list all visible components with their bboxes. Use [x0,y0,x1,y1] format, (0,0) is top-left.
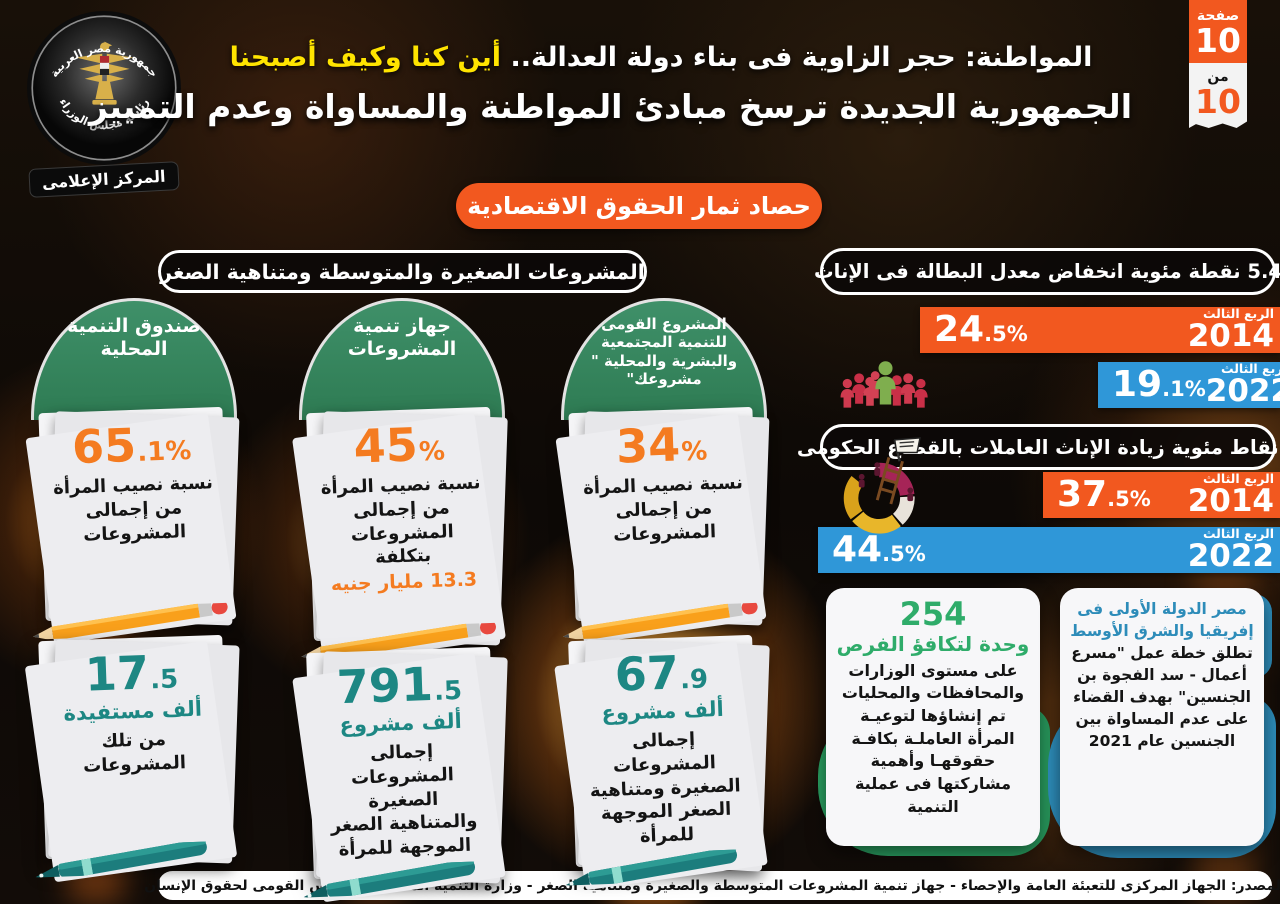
logo-ribbon: المركز الإعلامى [28,161,180,198]
title-line-1: المواطنة: حجر الزاوية فى بناء دولة العدا… [190,42,1132,73]
equal-opportunity-units-box: 254 وحدة لتكافؤ الفرص على مستوى الوزارات… [818,588,1050,856]
stat-unit: ألف مستفيدة [63,696,203,726]
page-label: صفحة [1196,8,1240,24]
column-projects-development-agency: جهاز تنمية المشروعات 45% نسبة نصيب المرأ… [296,298,508,898]
people-crowd-icon [840,361,928,408]
entity-title-dome: صندوق التنمية المحلية [31,298,237,420]
stat-value: 17.5 [84,645,179,702]
entity-title: صندوق التنمية المحلية [67,315,201,361]
government-logo: جمهورية مصر العربية رئاسة مجلس الوزراء ا… [22,10,186,198]
entity-title: المشروع القومى للتنمية المجتمعية والبشري… [590,315,738,388]
bar-value: 37.5% [1057,474,1151,515]
stat-card: 791.5 ألف مشروع إجمالى المشروعات الصغيرة… [303,646,498,898]
info-card: 254 وحدة لتكافؤ الفرص على مستوى الوزارات… [826,588,1040,846]
stat-unit: ألف مشروع [339,708,463,738]
unemployment-section-header: 5.4 نقطة مئوية انخفاض معدل البطالة فى ال… [814,248,1280,295]
stat-card: 45% نسبة نصيب المرأة من إجمالى المشروعات… [301,406,498,660]
page-number-badge: صفحة 10 من 10 [1189,0,1247,128]
stat-card: 65.1% نسبة نصيب المرأة من إجمالى المشروع… [32,406,230,640]
bar-value: 44.5% [832,529,926,570]
stat-value: 67.9 [613,645,709,702]
pen-icon [303,860,476,898]
bar-year-label: الربع الثالث 2014 [1187,305,1274,355]
bar-year-label: الربع الثالث 2014 [1187,470,1274,520]
highlight-lead: مصر الدولة الأولى فى إفريقيا والشرق الأو… [1070,600,1254,640]
pen-icon [35,840,207,878]
egypt-eagle-emblem-icon: جمهورية مصر العربية رئاسة مجلس الوزراء [27,11,181,165]
of-label: من [1207,69,1229,85]
stat-card: 34% نسبة نصيب المرأة من إجمالى المشروعات [562,406,760,640]
stat-card: 17.5 ألف مستفيدة من تلك المشروعات [35,634,230,878]
page-number: 10 [1195,21,1241,60]
total-pages: 10 [1195,82,1241,121]
title-line-1-text: المواطنة: حجر الزاوية فى بناء دولة العدا… [501,42,1093,73]
stat-unit: ألف مشروع [601,696,725,726]
title-line-2: الجمهورية الجديدة ترسخ مبادئ المواطنة وا… [88,87,1132,126]
pen-icon [565,848,738,886]
bar-government-2014: 37.5% الربع الثالث 2014 [1043,472,1280,518]
stat-value: 791.5 [335,656,463,715]
career-growth-icon [843,437,921,534]
section-banner: حصاد ثمار الحقوق الاقتصادية [456,183,822,229]
page-badge-total: من 10 [1189,63,1247,128]
projects-section-header: المشروعات الصغيرة والمتوسطة ومتناهية الص… [158,250,647,293]
stat-value: 34% [615,417,708,474]
stat-card: 67.9 ألف مشروع إجمالى المشروعات الصغيرة … [565,634,760,886]
bar-unemployment-2014: 24.5% الربع الثالث 2014 [920,307,1280,353]
pencil-icon [562,602,758,640]
gender-gap-accelerator-box: مصر الدولة الأولى فى إفريقيا والشرق الأو… [1048,588,1276,858]
bar-government-2022: 44.5% الربع الثالث 2022 [818,527,1280,573]
column-mashrouak-project: المشروع القومى للتنمية المجتمعية والبشري… [558,298,770,886]
entity-title-dome: جهاز تنمية المشروعات [299,298,505,420]
bar-value: 19.1% [1112,364,1206,405]
entity-title: جهاز تنمية المشروعات [347,315,457,361]
stat-description: نسبة نصيب المرأة من إجمالى المشروعات [582,472,744,546]
title-line-1-highlight: أين كنا وكيف أصبحنا [229,42,502,73]
stat-description: إجمالى المشروعات الصغيرة والمتناهية الصغ… [330,741,478,861]
stat-value: 65.1% [71,417,192,475]
page-badge-current: صفحة 10 [1189,0,1247,63]
column-local-development-fund: صندوق التنمية المحلية 65.1% نسبة نصيب ال… [28,298,240,878]
stat-value: 45% [352,417,446,474]
stat-description: نسبة نصيب المرأة من إجمالى المشروعات [52,472,214,546]
stat-description: إجمالى المشروعات الصغيرة ومتناهية الصغر … [589,729,742,847]
stat-highlight: 13.3 مليار جنيه [330,568,478,596]
pencil-icon [32,602,228,640]
units-count: 254 [899,595,967,633]
entity-title-dome: المشروع القومى للتنمية المجتمعية والبشري… [561,298,767,420]
stat-description: نسبة نصيب المرأة من إجمالى المشروعات بتك… [320,472,481,569]
units-label: وحدة لتكافؤ الفرص [836,631,1030,656]
units-description: على مستوى الوزارات والمحافظات والمحليات … [841,660,1025,816]
eagle-icon [75,41,134,105]
bar-value: 24.5% [934,309,1028,350]
info-card: مصر الدولة الأولى فى إفريقيا والشرق الأو… [1060,588,1264,846]
stat-description: من تلك المشروعات [82,728,187,777]
egypt-first-text: مصر الدولة الأولى فى إفريقيا والشرق الأو… [1068,598,1256,752]
body-text: تطلق خطة عمل "مسرع أعمال - سد الفجوة بن … [1071,644,1253,750]
page-header: المواطنة: حجر الزاوية فى بناء دولة العدا… [88,42,1132,126]
